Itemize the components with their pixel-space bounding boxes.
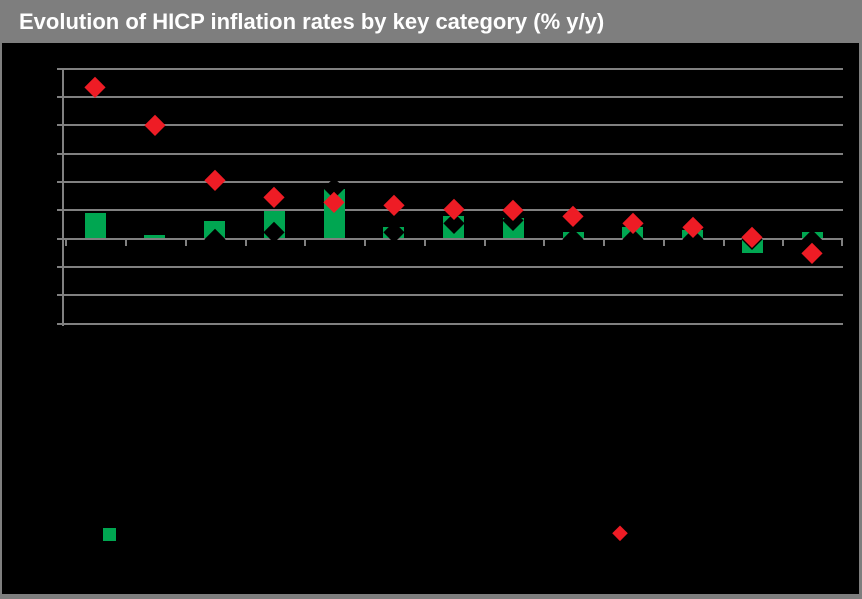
y-axis-tick xyxy=(57,67,62,70)
gridline xyxy=(62,95,843,98)
red-diamonds-marker xyxy=(144,114,166,136)
window-border-left xyxy=(0,43,2,594)
y-axis-tick xyxy=(57,209,62,212)
x-axis-tick xyxy=(364,238,367,246)
y-axis-tick xyxy=(57,95,62,98)
x-axis-tick xyxy=(244,238,247,246)
gridline xyxy=(62,294,843,297)
red-diamonds-marker xyxy=(264,186,285,207)
x-axis-tick xyxy=(125,238,128,246)
x-axis-tick xyxy=(603,238,606,246)
x-axis-tick xyxy=(841,238,843,246)
gridline xyxy=(62,265,843,268)
legend-red-diamond-marker xyxy=(612,525,628,541)
x-axis-tick xyxy=(423,238,426,246)
x-axis-tick xyxy=(722,238,725,246)
gridline xyxy=(62,124,843,127)
gridline xyxy=(62,180,843,183)
window-border-bottom xyxy=(0,594,862,599)
y-axis-tick xyxy=(57,237,62,240)
gridline xyxy=(62,152,843,155)
legend-green-square-marker xyxy=(103,528,116,541)
x-axis-line xyxy=(62,237,843,240)
bar xyxy=(84,212,106,239)
y-axis-tick xyxy=(57,124,62,127)
y-axis-tick xyxy=(57,152,62,155)
x-axis-tick xyxy=(65,238,68,246)
bar xyxy=(144,234,166,239)
gridline xyxy=(62,67,843,70)
y-axis-tick xyxy=(57,180,62,183)
y-axis-tick xyxy=(57,294,62,297)
red-diamonds-marker xyxy=(801,242,823,264)
x-axis-tick xyxy=(304,238,307,246)
red-diamonds-marker xyxy=(204,169,225,191)
x-axis-tick xyxy=(662,238,665,246)
y-axis-tick xyxy=(57,265,62,268)
chart-title: Evolution of HICP inflation rates by key… xyxy=(0,0,862,43)
y-axis-line xyxy=(62,68,64,326)
x-axis-tick xyxy=(782,238,785,246)
x-axis-tick xyxy=(184,238,187,246)
x-axis-tick xyxy=(543,238,546,246)
red-diamonds-marker xyxy=(84,76,106,98)
gridline xyxy=(62,322,843,325)
x-axis-tick xyxy=(483,238,486,246)
red-diamonds-marker xyxy=(383,194,405,215)
y-axis-tick xyxy=(57,322,62,325)
window-border-right xyxy=(859,43,862,594)
